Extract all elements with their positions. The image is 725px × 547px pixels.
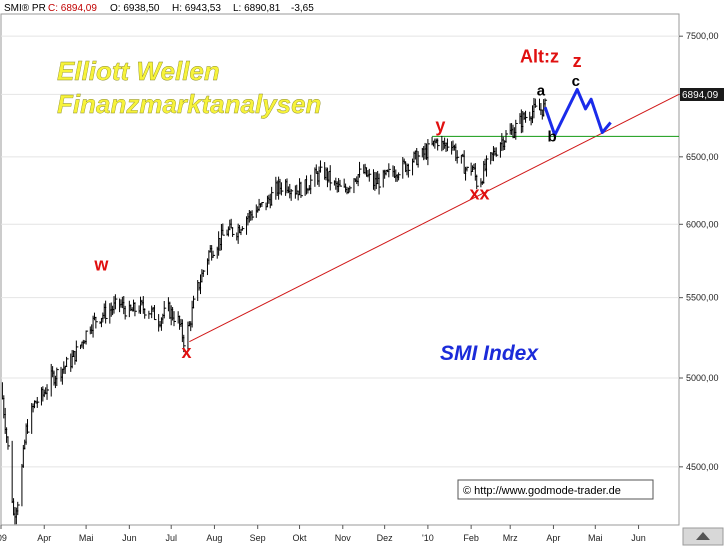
trendline xyxy=(189,93,680,343)
x-tick-label: Jun xyxy=(631,533,646,543)
chart-subtitle: SMI Index xyxy=(440,342,539,365)
wave-label: Alt:z xyxy=(520,46,559,66)
wave-label: z xyxy=(573,51,582,71)
price-tag-box xyxy=(680,88,724,101)
plot-frame xyxy=(0,13,680,526)
header-high: H: 6943,53 xyxy=(172,3,221,14)
x-tick-label: '09 xyxy=(0,533,7,543)
y-tick-label: 5500,00 xyxy=(686,293,719,303)
y-tick-label: 6000,00 xyxy=(686,219,719,229)
copyright-text: © http://www.godmode-trader.de xyxy=(463,485,621,497)
y-tick-label: 4500,00 xyxy=(686,462,719,472)
x-tick-label: Jul xyxy=(165,533,177,543)
projection-line xyxy=(543,88,612,137)
x-tick-label: '10 xyxy=(422,533,434,543)
wave-label: w xyxy=(93,255,109,275)
wave-label: xx xyxy=(469,183,489,203)
wave-labels: w x y xx Alt:z z a b c xyxy=(93,46,581,362)
y-tick-label: 6500,00 xyxy=(686,152,719,162)
price-series xyxy=(1,97,548,525)
x-tick-label: Dez xyxy=(377,533,394,543)
x-tick-label: Mai xyxy=(79,533,94,543)
price-tag-value: 6894,09 xyxy=(682,90,719,101)
x-tick-label: Okt xyxy=(293,533,308,543)
y-tick-label: 5000,00 xyxy=(686,373,719,383)
price-tag: 6894,09 xyxy=(680,88,724,101)
x-tick-label: Apr xyxy=(37,533,51,543)
x-tick-label: Apr xyxy=(546,533,560,543)
y-tick-label: 7500,00 xyxy=(686,31,719,41)
header-open: O: 6938,50 xyxy=(110,3,160,14)
header-close: C: 6894,09 xyxy=(48,3,97,14)
wave-label: a xyxy=(537,83,546,100)
copyright-box: © http://www.godmode-trader.de xyxy=(457,479,654,500)
x-tick-label: Feb xyxy=(463,533,479,543)
header-symbol: SMI® PR xyxy=(4,3,46,14)
x-tick-label: Jun xyxy=(122,533,137,543)
x-tick-label: Sep xyxy=(250,533,266,543)
x-axis: '09 Apr Mai Jun Jul Aug Sep Okt Nov Dez '10 Feb Mrz A… xyxy=(0,525,646,543)
wave-label: b xyxy=(547,128,556,145)
projection-path xyxy=(543,88,612,137)
x-tick-label: Nov xyxy=(335,533,352,543)
x-tick-label: Aug xyxy=(206,533,222,543)
title-block: Elliott Wellen Finanzmarktanalysen xyxy=(57,56,322,119)
x-tick-label: Mrz xyxy=(503,533,518,543)
wave-label: y xyxy=(435,115,445,135)
chart-title-line2: Finanzmarktanalysen xyxy=(57,89,321,119)
scroll-arrow-icon[interactable] xyxy=(682,527,724,546)
wave-label: c xyxy=(572,73,580,90)
x-tick-label: Mai xyxy=(588,533,603,543)
header-low: L: 6890,81 xyxy=(233,3,281,14)
wave-label: x xyxy=(182,342,192,362)
chart-title-line1: Elliott Wellen xyxy=(57,56,220,86)
header-change: -3,65 xyxy=(291,3,314,14)
grid xyxy=(1,35,679,468)
